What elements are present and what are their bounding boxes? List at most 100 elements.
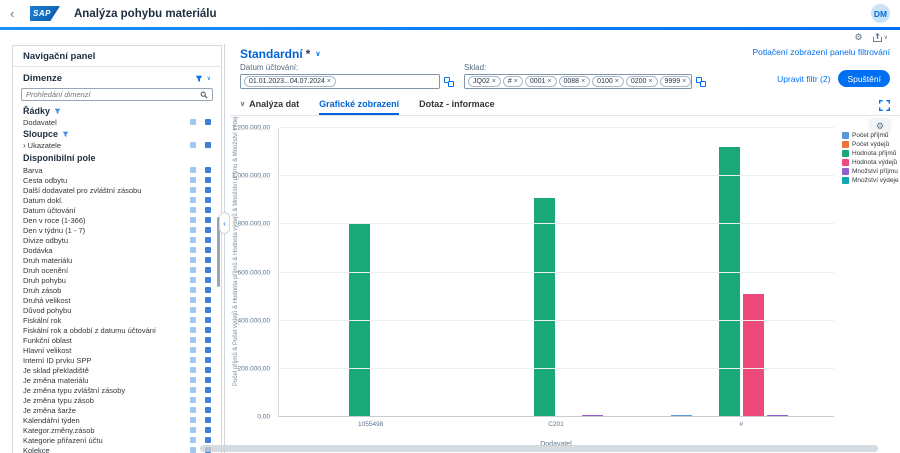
settings-gear-icon[interactable]: ⚙: [855, 32, 863, 42]
chart-toggle-icon[interactable]: [190, 317, 196, 323]
chart-toggle-icon[interactable]: [190, 327, 196, 333]
table-toggle-icon[interactable]: [205, 317, 211, 323]
field-item[interactable]: Datum účtování: [21, 205, 213, 215]
field-item[interactable]: Je změna typu zvláštní zásoby: [21, 385, 213, 395]
chart-toggle-icon[interactable]: [190, 247, 196, 253]
table-toggle-icon[interactable]: [205, 407, 211, 413]
filter-token[interactable]: 9999×: [660, 76, 692, 87]
field-item[interactable]: Další dodavatel pro zvláštní zásobu: [21, 185, 213, 195]
tab-grafick-zobrazen-[interactable]: Grafické zobrazení: [319, 95, 399, 115]
chart-toggle-icon[interactable]: [190, 397, 196, 403]
chart-toggle-icon[interactable]: [190, 167, 196, 173]
token-close-icon[interactable]: ×: [581, 78, 585, 85]
field-item[interactable]: Kategor.změny.zásob: [21, 425, 213, 435]
bar-hodnota-p-jm-[interactable]: [349, 224, 370, 417]
table-toggle-icon[interactable]: [205, 277, 211, 283]
table-toggle-icon[interactable]: [205, 367, 211, 373]
table-toggle-icon[interactable]: [205, 267, 211, 273]
value-help-icon[interactable]: [444, 77, 454, 87]
table-toggle-icon[interactable]: [205, 397, 211, 403]
table-toggle-icon[interactable]: [205, 387, 211, 393]
field-item[interactable]: Dodávka: [21, 245, 213, 255]
field-item[interactable]: Funkční oblast: [21, 335, 213, 345]
chart-toggle-icon[interactable]: [190, 187, 196, 193]
filter-token[interactable]: 0100×: [592, 76, 624, 87]
suppress-filterbar-link[interactable]: Potlačení zobrazení panelu filtrování: [752, 47, 890, 57]
field-item[interactable]: Druh zásob: [21, 285, 213, 295]
field-item[interactable]: Hlavní velikost: [21, 345, 213, 355]
back-icon[interactable]: ‹: [10, 6, 24, 21]
filter-token[interactable]: JQ02×: [468, 76, 501, 87]
chart-toggle-icon[interactable]: [190, 437, 196, 443]
field-item[interactable]: Datum dokl.: [21, 195, 213, 205]
columns-filter-icon[interactable]: [62, 131, 69, 138]
dimension-search-input[interactable]: [26, 90, 200, 99]
chart-toggle-icon[interactable]: [190, 197, 196, 203]
filter-token[interactable]: 0088×: [559, 76, 591, 87]
field-item[interactable]: Druh ocenění: [21, 265, 213, 275]
field-item[interactable]: Je sklad překladiště: [21, 365, 213, 375]
search-icon[interactable]: [200, 91, 208, 99]
variant-selector[interactable]: Standardní* ∨: [240, 47, 320, 61]
filter-token[interactable]: 0200×: [626, 76, 658, 87]
legend-item[interactable]: Množství výdeje: [842, 177, 900, 184]
row-dimension-item[interactable]: Dodavatel: [21, 117, 213, 127]
share-menu[interactable]: ∨: [873, 33, 888, 42]
field-item[interactable]: Kolekce: [21, 445, 213, 453]
legend-item[interactable]: Množství příjmu: [842, 168, 900, 175]
chart-toggle-icon[interactable]: [190, 367, 196, 373]
chart-toggle-icon[interactable]: [190, 337, 196, 343]
table-toggle-icon[interactable]: [205, 347, 211, 353]
expander-icon[interactable]: ›: [23, 141, 26, 150]
rows-filter-icon[interactable]: [54, 108, 61, 115]
field-item[interactable]: Druh pohybu: [21, 275, 213, 285]
table-toggle-icon[interactable]: [205, 227, 211, 233]
token-close-icon[interactable]: ×: [648, 78, 652, 85]
filter-token[interactable]: #×: [503, 76, 523, 87]
date-range-token[interactable]: 01.01.2023...04.07.2024 ×: [244, 76, 336, 87]
field-item[interactable]: Důvod pohybu: [21, 305, 213, 315]
table-toggle-icon[interactable]: [205, 177, 211, 183]
chart-toggle-icon[interactable]: [190, 447, 196, 453]
chart-toggle-icon[interactable]: [190, 357, 196, 363]
panel-collapse-handle[interactable]: ‹: [219, 212, 230, 234]
field-item[interactable]: Kalendářní týden: [21, 415, 213, 425]
token-close-icon[interactable]: ×: [492, 78, 496, 85]
table-toggle-icon[interactable]: [205, 247, 211, 253]
field-item[interactable]: Fiskální rok a období z datumu účtování: [21, 325, 213, 335]
table-toggle-icon[interactable]: [205, 297, 211, 303]
chart-toggle-icon[interactable]: [190, 142, 196, 148]
field-item[interactable]: Interní ID prvku SPP: [21, 355, 213, 365]
table-toggle-icon[interactable]: [205, 307, 211, 313]
chart-toggle-icon[interactable]: [190, 217, 196, 223]
field-item[interactable]: Druh materiálu: [21, 255, 213, 265]
token-close-icon[interactable]: ×: [615, 78, 619, 85]
table-toggle-icon[interactable]: [205, 287, 211, 293]
bar-hodnota-v-dej-[interactable]: [743, 294, 764, 417]
legend-item[interactable]: Počet výdejů: [842, 141, 900, 148]
chart-toggle-icon[interactable]: [190, 387, 196, 393]
chart-toggle-icon[interactable]: [190, 257, 196, 263]
column-dimension-item[interactable]: › Ukazatele: [21, 140, 213, 150]
token-close-icon[interactable]: ×: [514, 78, 518, 85]
table-toggle-icon[interactable]: [205, 197, 211, 203]
chart-toggle-icon[interactable]: [190, 207, 196, 213]
edit-filter-link[interactable]: Upravit filtr (2): [777, 74, 830, 84]
panel-splitter[interactable]: [224, 44, 225, 453]
chart-toggle-icon[interactable]: [190, 417, 196, 423]
chart-toggle-icon[interactable]: [190, 427, 196, 433]
chart-toggle-icon[interactable]: [190, 307, 196, 313]
table-toggle-icon[interactable]: [205, 357, 211, 363]
table-toggle-icon[interactable]: [205, 377, 211, 383]
table-toggle-icon[interactable]: [205, 207, 211, 213]
filter-funnel-icon[interactable]: [195, 75, 203, 83]
value-help-icon[interactable]: [696, 77, 706, 87]
bar-hodnota-p-jm-[interactable]: [534, 198, 555, 417]
table-toggle-icon[interactable]: [205, 437, 211, 443]
chart-toggle-icon[interactable]: [190, 297, 196, 303]
field-item[interactable]: Je změna typu zásob: [21, 395, 213, 405]
table-toggle-icon[interactable]: [205, 187, 211, 193]
field-item[interactable]: Divize odbytu: [21, 235, 213, 245]
table-toggle-icon[interactable]: [205, 337, 211, 343]
chart-toggle-icon[interactable]: [190, 227, 196, 233]
